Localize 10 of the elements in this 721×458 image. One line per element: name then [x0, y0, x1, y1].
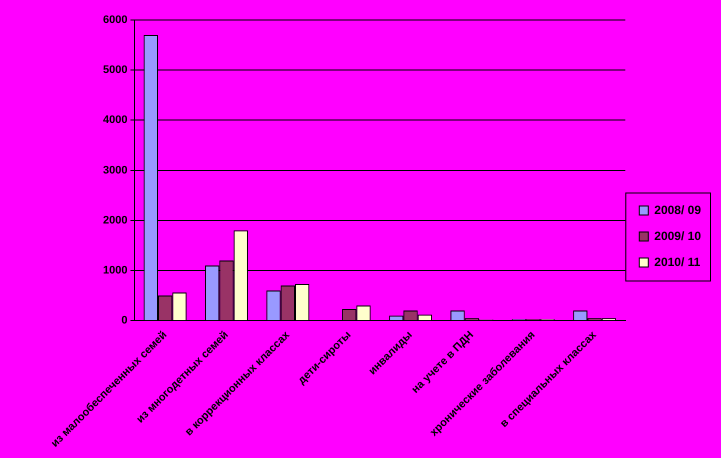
- y-tick-label: 3000: [102, 164, 128, 176]
- y-tick-label: 1000: [102, 264, 128, 277]
- y-tick-label: 6000: [102, 14, 128, 26]
- y-tick-label: 5000: [102, 64, 128, 76]
- legend-label: 2008/ 09: [654, 202, 702, 217]
- y-tick-label: 2000: [102, 214, 128, 226]
- y-tick-label: 0: [121, 314, 128, 327]
- y-tick-label: 4000: [102, 114, 128, 126]
- legend-label: 2010/ 11: [654, 254, 701, 269]
- legend-label: 2009/ 10: [654, 228, 702, 243]
